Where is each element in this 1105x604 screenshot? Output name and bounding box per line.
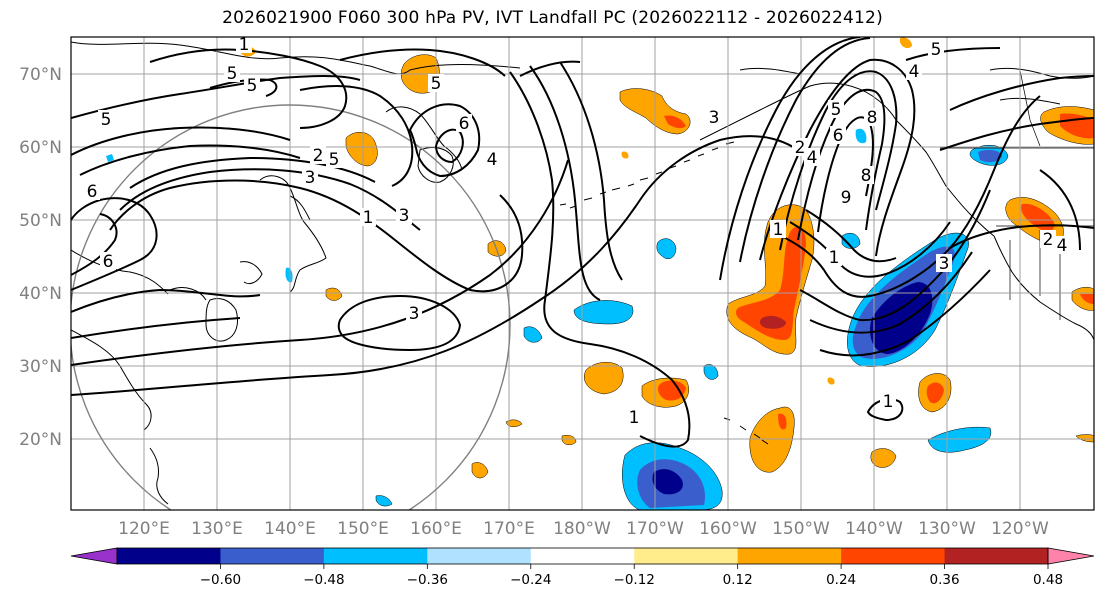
lat-label-70n: 70°N bbox=[19, 65, 62, 85]
contour-label: 2 bbox=[795, 138, 806, 158]
coastlines bbox=[71, 41, 1094, 505]
colorbar: −0.60 −0.48 −0.36 −0.24 −0.12 0.12 0.24 0.36 0.4… bbox=[70, 547, 1095, 588]
contour-label: 3 bbox=[709, 108, 720, 128]
colorbar-segment bbox=[220, 548, 325, 564]
lat-label-20n: 20°N bbox=[19, 430, 62, 450]
colorbar-tick-label: 0.48 bbox=[1033, 572, 1063, 588]
contour-label: 5 bbox=[431, 74, 442, 94]
contour-label: 1 bbox=[773, 220, 784, 240]
lon-label: 160°E bbox=[410, 519, 462, 539]
colorbar-tick-label: −0.60 bbox=[200, 572, 241, 588]
colorbar-tick-label: −0.48 bbox=[303, 572, 344, 588]
colorbar-extend-high bbox=[1048, 548, 1094, 564]
contour-label: 4 bbox=[807, 148, 818, 168]
contour-label: 1 bbox=[629, 408, 640, 428]
contour-label: 8 bbox=[861, 166, 872, 186]
lon-label: 140°W bbox=[845, 519, 903, 539]
lat-label-50n: 50°N bbox=[19, 211, 62, 231]
colorbar-segment bbox=[634, 548, 739, 564]
lon-label: 130°E bbox=[191, 519, 243, 539]
colorbar-segment bbox=[323, 548, 428, 564]
map-title: 2026021900 F060 300 hPa PV, IVT Landfall… bbox=[222, 8, 883, 28]
contour-label: 4 bbox=[1057, 236, 1068, 256]
contour-label: 6 bbox=[833, 126, 844, 146]
lon-label: 130°W bbox=[918, 519, 976, 539]
colorbar-segment bbox=[117, 548, 221, 564]
contour-label: 5 bbox=[227, 64, 238, 84]
gridlines bbox=[71, 37, 1094, 510]
contour-label: 3 bbox=[409, 304, 420, 324]
lon-label: 170°E bbox=[483, 519, 535, 539]
lon-label: 120°E bbox=[118, 519, 170, 539]
pv-contour-labels: 1 5 5 5 3 5 6 5 6 4 2 3 1 3 bbox=[84, 35, 1070, 428]
contour-label: 1 bbox=[829, 248, 840, 268]
colorbar-tick-label: −0.12 bbox=[614, 572, 655, 588]
lon-label: 150°W bbox=[772, 519, 830, 539]
map-frame bbox=[70, 36, 1095, 511]
contour-label: 1 bbox=[239, 35, 250, 55]
colorbar-extend-low bbox=[71, 548, 117, 564]
colorbar-segment bbox=[427, 548, 532, 564]
contour-label: 6 bbox=[459, 114, 470, 134]
colorbar-tick-label: 0.36 bbox=[930, 572, 960, 588]
contour-label: 6 bbox=[103, 252, 114, 272]
colorbar-segment bbox=[737, 548, 842, 564]
colorbar-segment bbox=[944, 548, 1049, 564]
contour-label: 5 bbox=[329, 150, 340, 170]
lat-label-40n: 40°N bbox=[19, 284, 62, 304]
lon-label: 140°E bbox=[264, 519, 316, 539]
contour-label: 4 bbox=[909, 62, 920, 82]
landfall-radius-circle bbox=[71, 104, 511, 510]
longitude-labels: 120°E 130°E 140°E 150°E 160°E 170°E 180°… bbox=[118, 519, 1049, 539]
latitude-labels: 70°N 60°N 50°N 40°N 30°N 20°N bbox=[19, 65, 62, 450]
lon-label: 170°W bbox=[626, 519, 684, 539]
contour-label: 4 bbox=[487, 150, 498, 170]
contour-label: 3 bbox=[399, 206, 410, 226]
contour-label: 2 bbox=[313, 146, 324, 166]
contour-label: 3 bbox=[939, 254, 950, 274]
colorbar-tick-label: 0.12 bbox=[723, 572, 753, 588]
lat-label-60n: 60°N bbox=[19, 138, 62, 158]
contour-label: 6 bbox=[87, 182, 98, 202]
lon-label: 150°E bbox=[337, 519, 389, 539]
colorbar-segment bbox=[530, 548, 635, 564]
colorbar-tick-label: −0.36 bbox=[407, 572, 448, 588]
lon-label: 160°W bbox=[699, 519, 757, 539]
contour-label: 2 bbox=[1043, 230, 1054, 250]
lon-label: 120°W bbox=[991, 519, 1049, 539]
contour-label: 5 bbox=[101, 110, 112, 130]
lat-label-30n: 30°N bbox=[19, 357, 62, 377]
contour-label: 1 bbox=[883, 392, 894, 412]
colorbar-tick-label: 0.24 bbox=[826, 572, 856, 588]
contour-label: 3 bbox=[305, 168, 316, 188]
colorbar-tick-label: −0.24 bbox=[510, 572, 551, 588]
contour-label: 9 bbox=[841, 188, 852, 208]
colorbar-segment bbox=[841, 548, 946, 564]
contour-label: 5 bbox=[831, 100, 842, 120]
contour-label: 5 bbox=[247, 76, 258, 96]
contour-label: 1 bbox=[363, 208, 374, 228]
contour-label: 8 bbox=[867, 108, 878, 128]
contour-label: 5 bbox=[931, 40, 942, 60]
lon-label: 180°W bbox=[553, 519, 611, 539]
